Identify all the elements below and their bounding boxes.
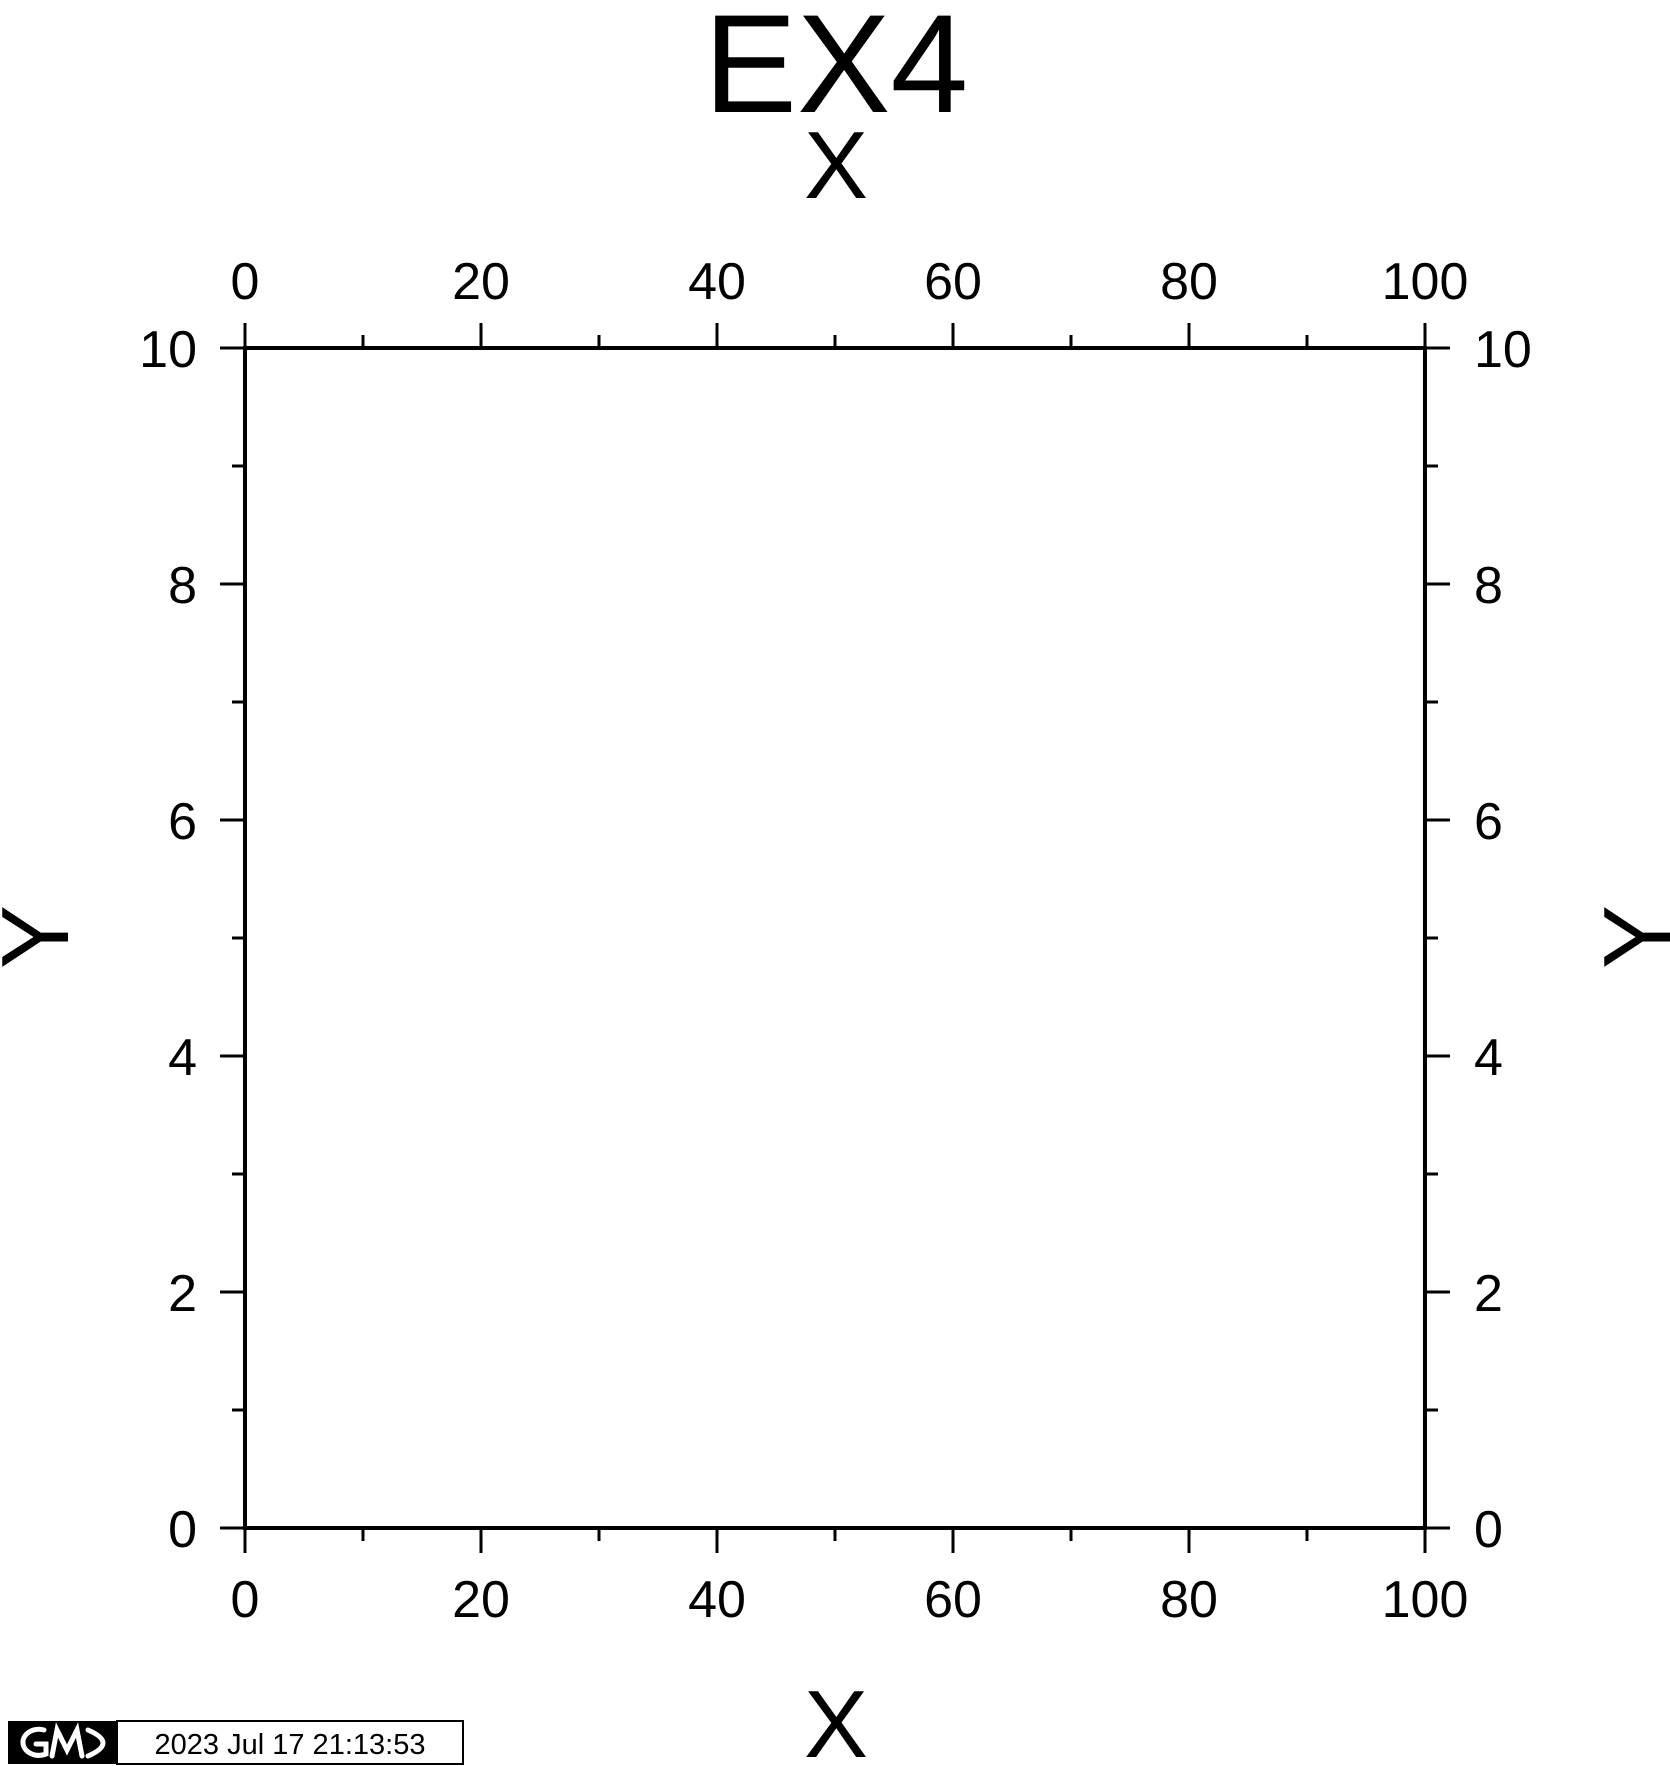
- x-tick-label-bottom: 80: [1160, 1571, 1218, 1629]
- y-tick-label-right: 6: [1474, 793, 1503, 851]
- x-tick-label-bottom: 0: [231, 1571, 260, 1629]
- y-tick-label-left: 2: [168, 1265, 197, 1323]
- x-axis-label-top: X: [804, 112, 868, 219]
- y-tick-label-left: 6: [168, 793, 197, 851]
- gmt-logo-text: GMT: [61, 1751, 64, 1753]
- x-tick-label-bottom: 40: [688, 1571, 746, 1629]
- y-axis-label-right: Y: [1584, 905, 1670, 969]
- x-tick-label-top: 0: [231, 253, 260, 311]
- axis-ticks: [220, 323, 1450, 1553]
- x-tick-label-top: 40: [688, 253, 746, 311]
- gmt-logo-icon: [20, 1722, 106, 1759]
- x-tick-label-bottom: 20: [452, 1571, 510, 1629]
- y-tick-label-left: 8: [168, 557, 197, 615]
- x-tick-label-top: 80: [1160, 253, 1218, 311]
- x-tick-label-bottom: 100: [1382, 1571, 1469, 1629]
- plot-frame: [243, 346, 1427, 1530]
- x-tick-label-top: 60: [924, 253, 982, 311]
- y-tick-label-right: 0: [1474, 1501, 1503, 1559]
- x-axis-label-bottom: X: [804, 1671, 868, 1766]
- y-tick-label-right: 10: [1474, 321, 1532, 379]
- gmt-timestamp: GMT 2023 Jul 17 21:13:53: [8, 1720, 464, 1765]
- y-axis-label-left: Y: [0, 905, 89, 969]
- y-tick-label-right: 2: [1474, 1265, 1503, 1323]
- timestamp-text: 2023 Jul 17 21:13:53: [155, 1729, 426, 1761]
- x-tick-label-top: 20: [452, 253, 510, 311]
- y-tick-label-left: 4: [168, 1029, 197, 1087]
- x-tick-label-top: 100: [1382, 253, 1469, 311]
- y-tick-label-right: 4: [1474, 1029, 1503, 1087]
- timestamp-box: [116, 1720, 464, 1765]
- x-tick-label-bottom: 60: [924, 1571, 982, 1629]
- y-tick-label-right: 8: [1474, 557, 1503, 615]
- y-tick-label-left: 10: [139, 321, 197, 379]
- plot-title: EX4: [704, 0, 969, 142]
- y-tick-label-left: 0: [168, 1501, 197, 1559]
